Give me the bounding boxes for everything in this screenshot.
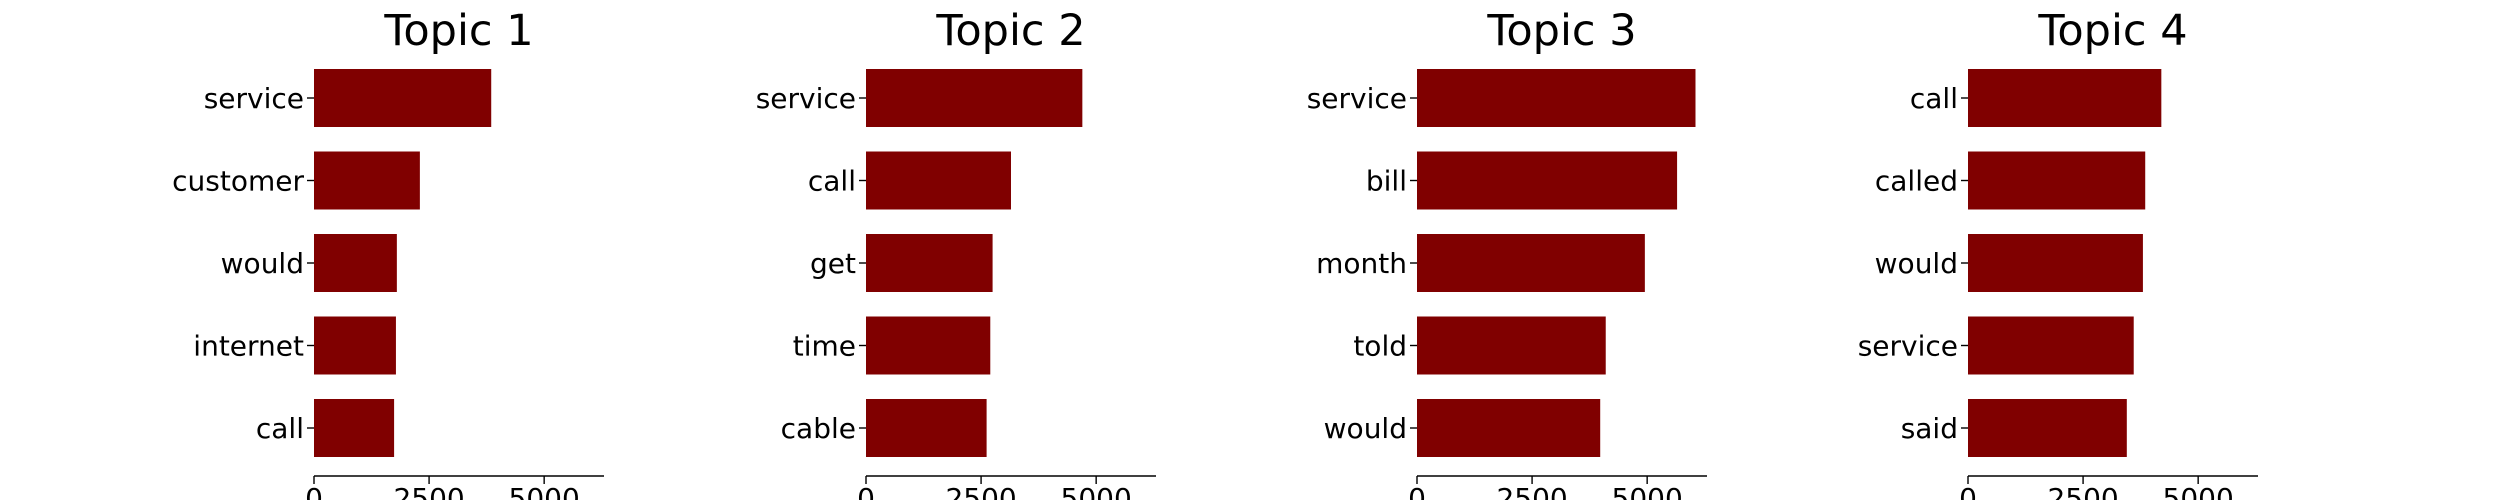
category-label-4-2: called	[1875, 165, 1958, 198]
bar-4-5	[1968, 399, 2127, 457]
category-label-2-1: service	[756, 82, 856, 115]
category-label-1-3: would	[221, 247, 304, 280]
bar-3-4	[1417, 316, 1606, 375]
chart-title-3: Topic 3	[1486, 6, 1636, 56]
bar-1-2	[314, 151, 420, 210]
category-label-3-3: month	[1316, 247, 1407, 280]
chart-title-1: Topic 1	[383, 6, 533, 56]
bar-1-3	[314, 234, 397, 292]
bar-3-1	[1417, 69, 1696, 127]
category-label-1-2: customer	[172, 165, 304, 198]
x-tick-label-3-1: 0	[1408, 482, 1426, 500]
bar-2-5	[866, 399, 987, 457]
bar-3-3	[1417, 234, 1645, 292]
x-tick-label-2-2: 2500	[945, 482, 1016, 500]
x-tick-label-1-2: 2500	[393, 482, 464, 500]
bar-4-3	[1968, 234, 2143, 292]
category-label-4-3: would	[1875, 247, 1958, 280]
category-label-1-4: internet	[193, 330, 304, 363]
category-label-3-2: bill	[1366, 165, 1407, 198]
bar-2-1	[866, 69, 1083, 127]
bar-4-4	[1968, 316, 2134, 375]
category-label-1-1: service	[204, 82, 304, 115]
bar-3-5	[1417, 399, 1601, 457]
x-tick-label-1-3: 5000	[509, 482, 580, 500]
x-tick-label-4-1: 0	[1959, 482, 1977, 500]
category-label-2-4: time	[793, 330, 856, 363]
category-label-4-1: call	[1910, 82, 1958, 115]
bar-2-4	[866, 316, 991, 375]
x-tick-label-4-2: 2500	[2047, 482, 2118, 500]
bar-4-2	[1968, 151, 2146, 210]
category-label-1-5: call	[256, 412, 304, 445]
bar-2-3	[866, 234, 993, 292]
bar-1-1	[314, 69, 492, 127]
category-label-3-1: service	[1307, 82, 1407, 115]
category-label-4-4: service	[1858, 330, 1958, 363]
bar-1-4	[314, 316, 396, 375]
x-tick-label-4-3: 5000	[2163, 482, 2234, 500]
bar-2-2	[866, 151, 1011, 210]
category-label-3-4: told	[1353, 330, 1407, 363]
bar-4-1	[1968, 69, 2162, 127]
x-tick-label-3-3: 5000	[1612, 482, 1683, 500]
chart-title-4: Topic 4	[2037, 6, 2187, 56]
category-label-2-2: call	[808, 165, 856, 198]
category-label-3-5: would	[1324, 412, 1407, 445]
bar-3-2	[1417, 151, 1678, 210]
category-label-4-5: said	[1901, 412, 1958, 445]
chart-title-2: Topic 2	[935, 6, 1085, 56]
bar-1-5	[314, 399, 395, 457]
x-tick-label-3-2: 2500	[1496, 482, 1567, 500]
category-label-2-3: get	[810, 247, 856, 280]
x-tick-label-2-1: 0	[857, 482, 875, 500]
category-label-2-5: cable	[781, 412, 856, 445]
x-tick-label-1-1: 0	[305, 482, 323, 500]
x-tick-label-2-3: 5000	[1061, 482, 1132, 500]
